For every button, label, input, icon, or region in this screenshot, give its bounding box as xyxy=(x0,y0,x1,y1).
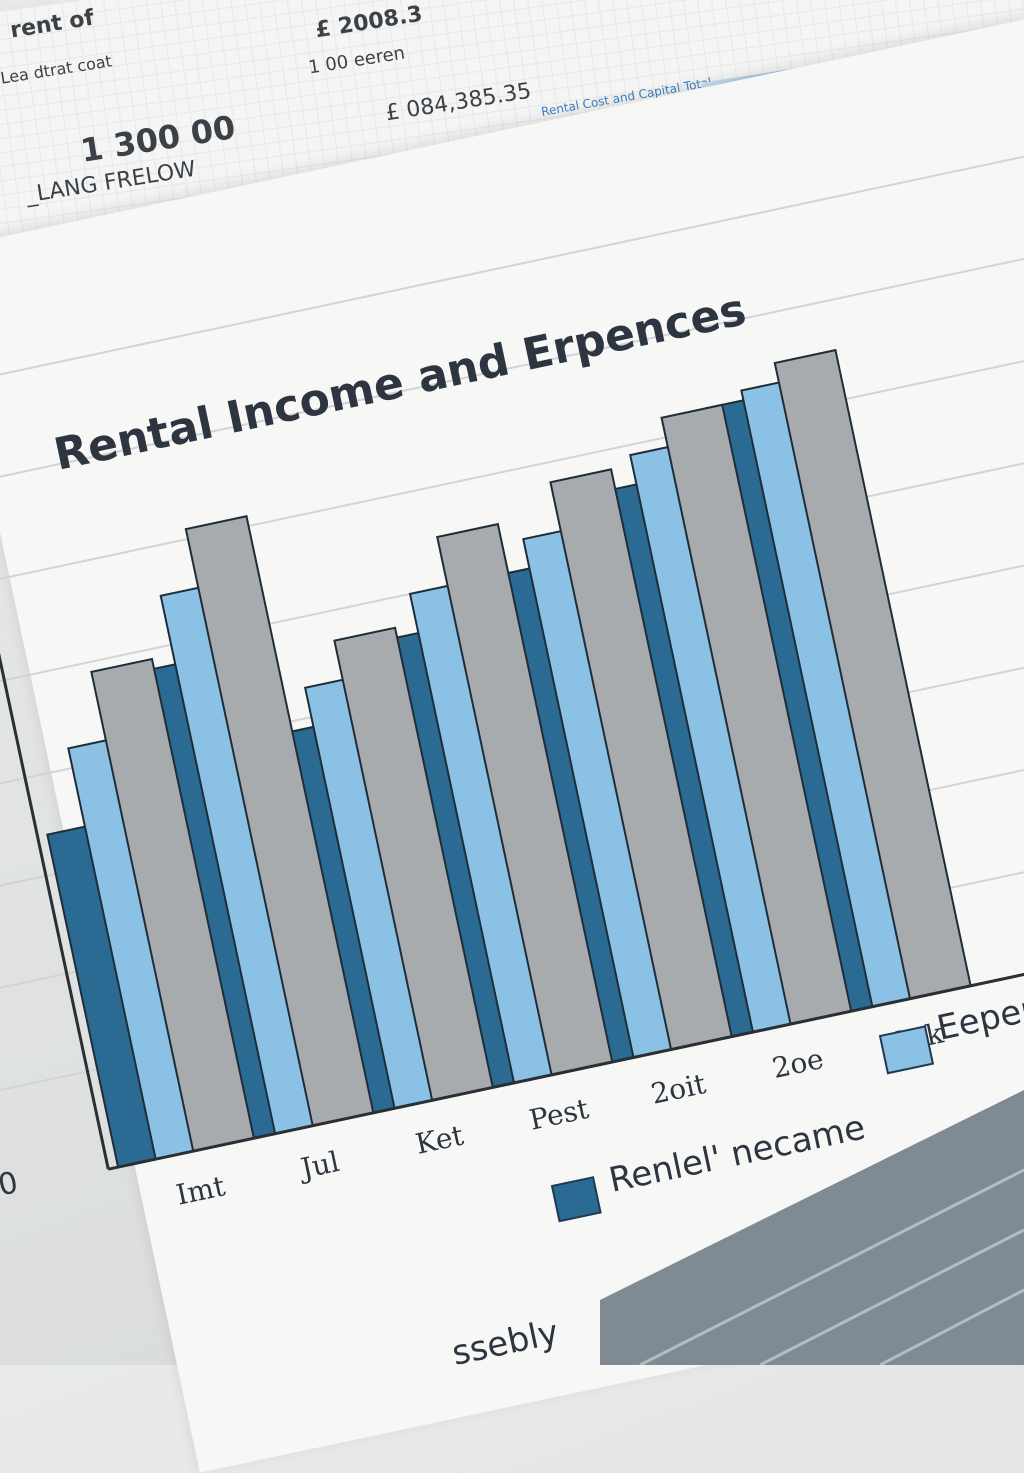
grey-panel-stripes xyxy=(639,1168,1024,1365)
x-axis xyxy=(107,972,1024,1171)
bar-chart: 024,002035024.0002000ImtJulKetPest2oit2o… xyxy=(0,155,1024,1365)
y-tick-label: 0 xyxy=(0,1165,21,1203)
axes xyxy=(0,652,1024,1171)
grey-panel xyxy=(600,1090,1024,1365)
gridline xyxy=(0,257,1024,478)
y-axis xyxy=(0,652,110,1170)
bars xyxy=(46,348,972,1169)
legend-expenses-swatch xyxy=(878,1025,935,1075)
legend-expenses-label: Eeper xyxy=(934,989,1024,1049)
x-tick-label: Jul xyxy=(295,1145,342,1186)
gridline xyxy=(0,155,1024,376)
footer-text: ssebly xyxy=(449,1312,562,1365)
x-tick-label: 2oit xyxy=(648,1067,709,1111)
x-tick-label: Ket xyxy=(413,1118,468,1160)
x-tick-label: Pest xyxy=(526,1092,592,1137)
gridline xyxy=(0,360,1024,580)
legend-income-swatch xyxy=(550,1176,602,1223)
x-tick-label: 2oe xyxy=(769,1042,826,1085)
x-tick-label: Imt xyxy=(173,1169,228,1212)
